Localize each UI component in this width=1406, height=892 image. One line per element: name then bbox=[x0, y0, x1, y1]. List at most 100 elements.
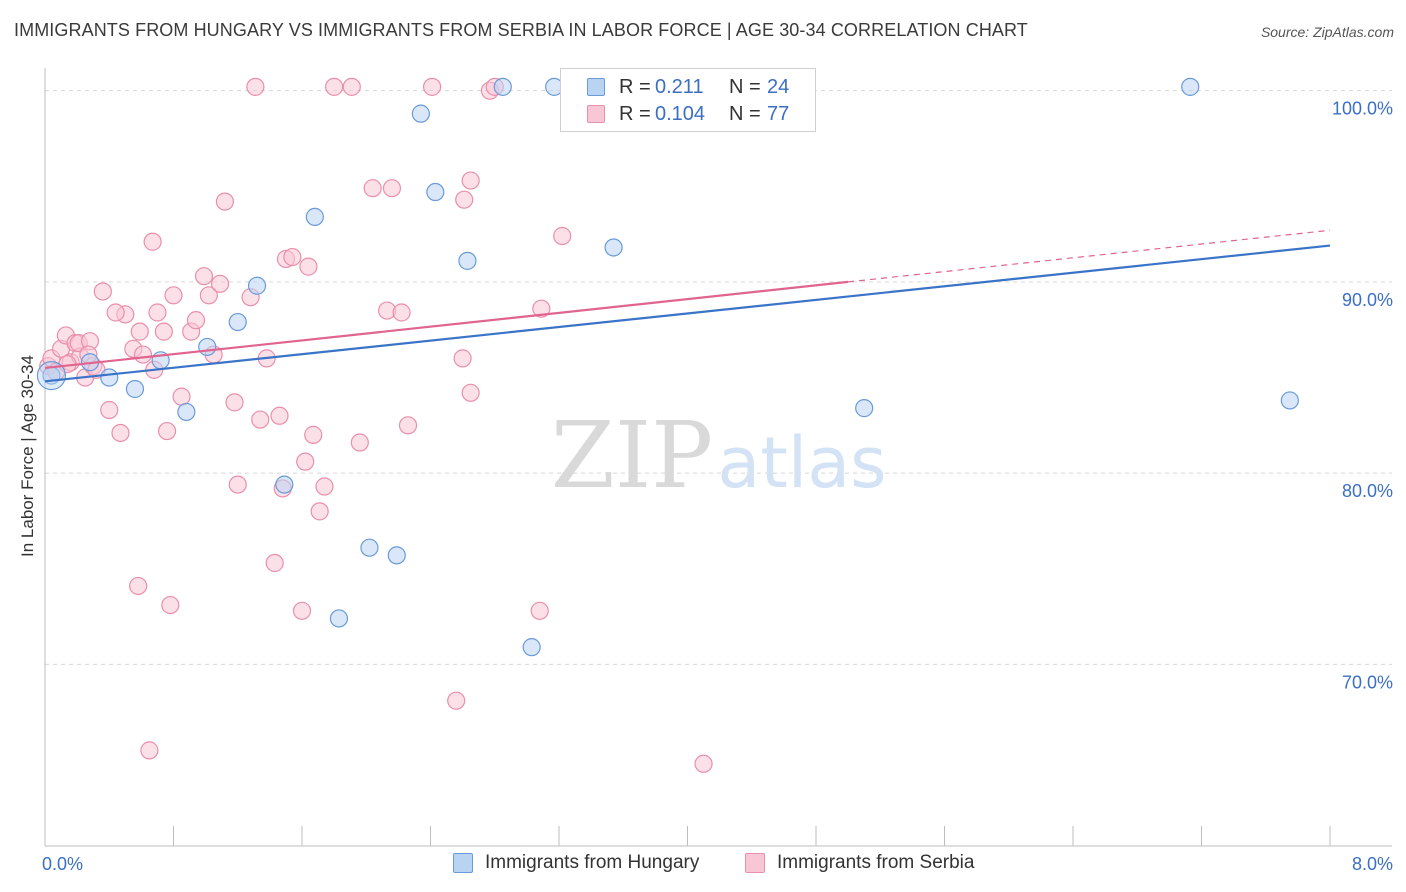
n-label: N = bbox=[729, 103, 761, 125]
r-label: R = bbox=[619, 103, 651, 125]
serbia-point-49 bbox=[296, 452, 315, 471]
hungary-trend-line bbox=[44, 244, 1331, 383]
serbia-point-64 bbox=[455, 190, 474, 209]
x-tick-label-max: 8.0% bbox=[1352, 854, 1393, 874]
y-tick-label-3: 70.0% bbox=[1342, 672, 1393, 692]
serbia-point-51 bbox=[304, 425, 323, 444]
serbia-point-31 bbox=[143, 232, 162, 251]
serbia-point-76 bbox=[694, 754, 713, 773]
axes bbox=[44, 68, 1392, 847]
serbia-point-28 bbox=[172, 387, 191, 406]
serbia-point-20 bbox=[130, 322, 149, 341]
hungary-point-20 bbox=[604, 238, 623, 257]
serbia-point-52 bbox=[310, 502, 329, 521]
hungary-point-16 bbox=[458, 251, 477, 270]
serbia-point-73 bbox=[129, 576, 148, 596]
y-axis-label: In Labor Force | Age 30-34 bbox=[18, 355, 37, 557]
hungary-point-9 bbox=[275, 475, 294, 494]
serbia-point-48 bbox=[292, 601, 312, 620]
serbia-trend-line bbox=[44, 280, 849, 370]
hungary-point-cluster bbox=[36, 361, 67, 391]
serbia-point-61 bbox=[398, 416, 418, 435]
serbia-point-40 bbox=[246, 77, 265, 96]
serbia-swatch bbox=[587, 105, 605, 123]
hungary-point-17 bbox=[493, 77, 512, 96]
serbia-point-26 bbox=[157, 421, 177, 441]
serbia-point-63 bbox=[447, 691, 466, 710]
serbia-point-44 bbox=[270, 406, 289, 425]
hungary-point-10 bbox=[305, 207, 324, 226]
serbia-point-57 bbox=[363, 179, 382, 198]
serbia-n-value: 77 bbox=[767, 103, 790, 125]
serbia-point-67 bbox=[461, 383, 480, 402]
serbia-point-54 bbox=[325, 77, 344, 96]
hungary-point-8 bbox=[247, 276, 267, 295]
stats-legend: R = 0.211 N = 24 R = 0.104 N = 77 bbox=[560, 68, 816, 132]
hungary-point-6 bbox=[198, 337, 217, 357]
hungary-point-12 bbox=[360, 538, 379, 557]
serbia-point-24 bbox=[148, 303, 167, 322]
hungary-point-21 bbox=[855, 399, 874, 418]
hungary-point-23 bbox=[1280, 391, 1299, 410]
r-label: R = bbox=[619, 76, 651, 98]
hungary-point-14 bbox=[411, 104, 430, 123]
serbia-point-71 bbox=[553, 226, 572, 246]
hungary-point-22 bbox=[1181, 77, 1200, 96]
hungary-point-2 bbox=[100, 368, 119, 387]
serbia-trend-extension bbox=[848, 229, 1331, 283]
hungary-point-13 bbox=[387, 546, 406, 565]
x-tick-label-min: 0.0% bbox=[42, 854, 83, 874]
serbia-point-16 bbox=[100, 400, 119, 420]
serbia-point-17 bbox=[111, 423, 130, 443]
serbia-point-35 bbox=[210, 274, 230, 293]
hungary-point-15 bbox=[426, 182, 445, 202]
serbia-point-32 bbox=[194, 267, 214, 286]
hungary-legend-swatch bbox=[453, 853, 473, 873]
serbia-r-value: 0.104 bbox=[655, 103, 706, 125]
hungary-legend-label: Immigrants from Hungary bbox=[485, 852, 700, 873]
y-tick-label-1: 90.0% bbox=[1342, 290, 1393, 310]
hungary-point-5 bbox=[177, 402, 196, 422]
serbia-point-74 bbox=[161, 595, 180, 615]
watermark-zip: ZIP bbox=[551, 402, 713, 509]
hungary-r-value: 0.211 bbox=[655, 76, 704, 98]
watermark: ZIP atlas bbox=[551, 402, 887, 509]
watermark-atlas: atlas bbox=[717, 422, 886, 504]
serbia-point-30 bbox=[186, 311, 206, 330]
y-tick-label-2: 80.0% bbox=[1342, 481, 1393, 501]
serbia-point-15 bbox=[93, 282, 112, 301]
serbia-point-21 bbox=[133, 345, 153, 364]
serbia-point-27 bbox=[164, 286, 183, 305]
serbia-legend-swatch bbox=[745, 853, 765, 873]
serbia-point-59 bbox=[382, 179, 402, 198]
serbia-point-47 bbox=[283, 247, 302, 267]
serbia-point-55 bbox=[342, 77, 361, 96]
y-tick-label-0: 100.0% bbox=[1332, 99, 1393, 119]
serbia-point-70 bbox=[532, 299, 551, 318]
grid-lines bbox=[45, 90, 1392, 665]
serbia-point-36 bbox=[215, 192, 234, 211]
hungary-swatch bbox=[587, 78, 605, 96]
serbia-point-66 bbox=[453, 349, 472, 368]
serbia-point-60 bbox=[392, 303, 411, 322]
serbia-point-53 bbox=[315, 477, 334, 496]
serbia-point-25 bbox=[154, 322, 173, 341]
hungary-point-11 bbox=[329, 609, 349, 628]
chart-title: IMMIGRANTS FROM HUNGARY VS IMMIGRANTS FR… bbox=[14, 20, 1028, 40]
serbia-point-50 bbox=[299, 257, 318, 276]
serbia-point-65 bbox=[461, 171, 480, 190]
serbia-point-43 bbox=[265, 553, 284, 573]
serbia-point-62 bbox=[423, 77, 442, 96]
serbia-point-41 bbox=[251, 410, 270, 429]
serbia-point-37 bbox=[225, 393, 244, 412]
serbia-point-33 bbox=[199, 286, 218, 305]
source-label: Source: ZipAtlas.com bbox=[1260, 24, 1394, 40]
serbia-legend-label: Immigrants from Serbia bbox=[777, 852, 975, 873]
hungary-n-value: 24 bbox=[767, 76, 790, 98]
n-label: N = bbox=[729, 76, 761, 98]
hungary-point-18 bbox=[522, 638, 541, 657]
serbia-point-72 bbox=[530, 601, 549, 620]
tick-labels: 100.0% 90.0% 80.0% 70.0% 0.0% 8.0% bbox=[42, 99, 1393, 874]
serbia-point-75 bbox=[140, 741, 159, 760]
